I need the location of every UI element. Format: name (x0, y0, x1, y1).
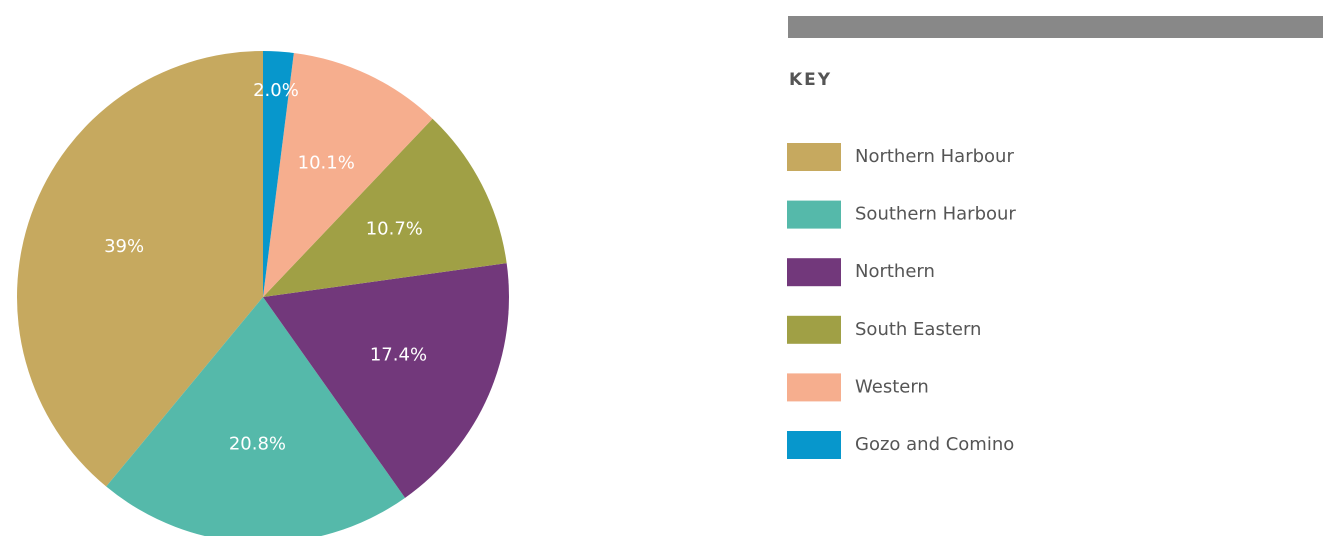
legend-swatch (787, 143, 841, 171)
legend-swatch (787, 200, 841, 229)
legend-swatch (787, 373, 841, 402)
legend-label: Northern Harbour (855, 146, 1014, 167)
slice-label: 2.0% (253, 80, 299, 101)
legend-label: Gozo and Comino (855, 434, 1014, 455)
pie-slice (263, 51, 294, 297)
legend-label: South Eastern (855, 319, 981, 340)
legend-label: Western (855, 376, 929, 397)
slice-label: 10.7% (366, 219, 423, 240)
legend-label: Southern Harbour (855, 204, 1016, 225)
pie-slice (263, 118, 507, 298)
slice-label: 20.8% (229, 433, 286, 454)
pie-slice (106, 297, 406, 536)
pie-slice (263, 263, 509, 498)
legend-swatch (787, 315, 841, 344)
slice-label: 17.4% (370, 345, 427, 366)
legend-label: Northern (855, 261, 935, 282)
legend-swatch (787, 431, 841, 459)
pie-slice (263, 52, 433, 297)
legend-title: KEY (789, 70, 832, 90)
legend-swatch (787, 258, 841, 287)
slice-label: 39% (104, 236, 144, 257)
header-bar (788, 16, 1323, 38)
slice-label: 10.1% (298, 153, 355, 174)
pie-slice (16, 51, 264, 487)
